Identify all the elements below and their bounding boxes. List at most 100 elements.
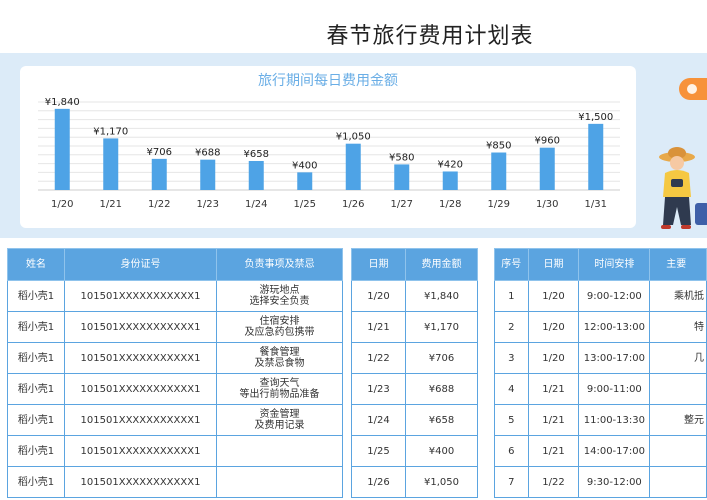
id-number-cell: 101501XXXXXXXXXXX1 <box>64 311 217 343</box>
traveler-illustration <box>659 147 707 229</box>
bar-1/23 <box>200 159 216 190</box>
table-row: 稻小壳1 101501XXXXXXXXXXX1 游玩地点 选择安全负责 <box>7 280 343 312</box>
duty-line-1: 住宿安排 <box>259 316 300 327</box>
header-time: 时间安排 <box>578 248 651 281</box>
date-cell: 1/20 <box>527 280 580 312</box>
bar-1/25 <box>297 172 313 190</box>
table-row: 2 1/20 12:00-13:00 特 <box>494 311 707 343</box>
table-header-row: 序号 日期 时间安排 主要 <box>494 248 707 281</box>
date-cell: 1/20 <box>527 311 580 343</box>
table-row: 稻小壳1 101501XXXXXXXXXXX1 查询天气 等出行前物品准备 <box>7 373 343 405</box>
page-title: 春节旅行费用计划表 <box>326 24 534 49</box>
seq-cell: 5 <box>494 404 529 436</box>
table-row: 稻小壳1 101501XXXXXXXXXXX1 <box>7 466 343 498</box>
schedule-table: 序号 日期 时间安排 主要 1 1/20 9:00-12:00 乘机抵 2 1/20 12:… <box>494 248 707 498</box>
x-tick-label: 1/20 <box>51 199 73 210</box>
header-date: 日期 <box>351 248 406 281</box>
time-cell: 9:00-12:00 <box>578 280 651 312</box>
date-cell: 1/20 <box>351 280 406 312</box>
id-number-cell: 101501XXXXXXXXXXX1 <box>64 373 217 405</box>
amount-cell: ¥688 <box>405 373 478 405</box>
duty-cell: 资金管理 及费用记录 <box>216 404 343 436</box>
table-row: 7 1/22 9:30-12:00 <box>494 466 707 498</box>
main-activity-cell: 几 <box>649 342 707 374</box>
table-row: 1/26 ¥1,050 <box>351 466 478 498</box>
duty-line-2: 及禁忌食物 <box>254 358 305 369</box>
seq-cell: 6 <box>494 435 529 467</box>
date-cell: 1/21 <box>351 311 406 343</box>
table-row: 1/25 ¥400 <box>351 435 478 467</box>
header-amount: 费用金额 <box>405 248 478 281</box>
date-cell: 1/20 <box>527 342 580 374</box>
bar-1/22 <box>151 158 167 190</box>
table-row: 稻小壳1 101501XXXXXXXXXXX1 <box>7 435 343 467</box>
duty-line-2: 选择安全负责 <box>249 296 310 307</box>
x-tick-label: 1/26 <box>342 199 364 210</box>
amount-cell: ¥1,170 <box>405 311 478 343</box>
bar-1/30 <box>539 147 555 190</box>
data-label: ¥850 <box>486 141 511 152</box>
x-tick-label: 1/25 <box>294 199 316 210</box>
data-label: ¥580 <box>389 152 414 163</box>
daily-cost-chart: 旅行期间每日费用金额 ¥1,840 1/20 ¥1,170 1/21 ¥706 1/22 ¥6… <box>20 66 636 228</box>
duty-line-1: 游玩地点 <box>259 285 300 296</box>
table-header-row: 日期 费用金额 <box>351 248 478 281</box>
table-row: 1/21 ¥1,170 <box>351 311 478 343</box>
main-activity-cell <box>649 435 707 467</box>
data-label: ¥960 <box>535 136 560 147</box>
table-row: 稻小壳1 101501XXXXXXXXXXX1 餐食管理 及禁忌食物 <box>7 342 343 374</box>
name-cell: 稻小壳1 <box>7 373 65 405</box>
time-cell: 13:00-17:00 <box>578 342 651 374</box>
duty-cell: 查询天气 等出行前物品准备 <box>216 373 343 405</box>
date-cell: 1/23 <box>351 373 406 405</box>
data-label: ¥706 <box>147 147 172 158</box>
seq-cell: 4 <box>494 373 529 405</box>
bar-1/29 <box>491 152 507 190</box>
time-cell: 14:00-17:00 <box>578 435 651 467</box>
duty-cell <box>216 435 343 467</box>
date-cell: 1/21 <box>527 404 580 436</box>
data-label: ¥1,840 <box>45 97 80 108</box>
amount-cell: ¥1,050 <box>405 466 478 498</box>
bar-1/27 <box>394 164 410 190</box>
table-row: 4 1/21 9:00-11:00 <box>494 373 707 405</box>
id-number-cell: 101501XXXXXXXXXXX1 <box>64 466 217 498</box>
main-activity-cell: 特 <box>649 311 707 343</box>
name-cell: 稻小壳1 <box>7 435 65 467</box>
x-tick-label: 1/27 <box>391 199 413 210</box>
chart-title: 旅行期间每日费用金额 <box>258 73 398 89</box>
data-label: ¥688 <box>195 148 220 159</box>
header-main: 主要 <box>649 248 707 281</box>
x-tick-label: 1/31 <box>585 199 607 210</box>
date-cell: 1/21 <box>527 435 580 467</box>
time-cell: 12:00-13:00 <box>578 311 651 343</box>
table-row: 1/20 ¥1,840 <box>351 280 478 312</box>
date-cell: 1/25 <box>351 435 406 467</box>
bar-1/28 <box>442 171 458 190</box>
table-row: 1/22 ¥706 <box>351 342 478 374</box>
bar-1/24 <box>248 160 264 190</box>
chart-svg: 旅行期间每日费用金额 ¥1,840 1/20 ¥1,170 1/21 ¥706 1/22 ¥6… <box>38 73 620 210</box>
amount-cell: ¥400 <box>405 435 478 467</box>
data-label: ¥420 <box>438 159 463 170</box>
time-cell: 9:00-11:00 <box>578 373 651 405</box>
table-row: 1/24 ¥658 <box>351 404 478 436</box>
people-table: 姓名 身份证号 负责事项及禁忌 稻小壳1 101501XXXXXXXXXXX1 游玩… <box>7 248 343 498</box>
date-cell: 1/22 <box>351 342 406 374</box>
main-activity-cell: 乘机抵 <box>649 280 707 312</box>
header-name: 姓名 <box>7 248 65 281</box>
table-row: 6 1/21 14:00-17:00 <box>494 435 707 467</box>
date-cell: 1/24 <box>351 404 406 436</box>
duty-line-1: 餐食管理 <box>259 347 300 358</box>
amount-cell: ¥1,840 <box>405 280 478 312</box>
table-row: 1/23 ¥688 <box>351 373 478 405</box>
table-row: 5 1/21 11:00-13:30 整元 <box>494 404 707 436</box>
date-cell: 1/26 <box>351 466 406 498</box>
header-seq: 序号 <box>494 248 529 281</box>
header-date: 日期 <box>527 248 580 281</box>
bar-1/20 <box>54 108 70 190</box>
name-cell: 稻小壳1 <box>7 311 65 343</box>
duty-cell <box>216 466 343 498</box>
duty-cell: 游玩地点 选择安全负责 <box>216 280 343 312</box>
id-number-cell: 101501XXXXXXXXXXX1 <box>64 435 217 467</box>
